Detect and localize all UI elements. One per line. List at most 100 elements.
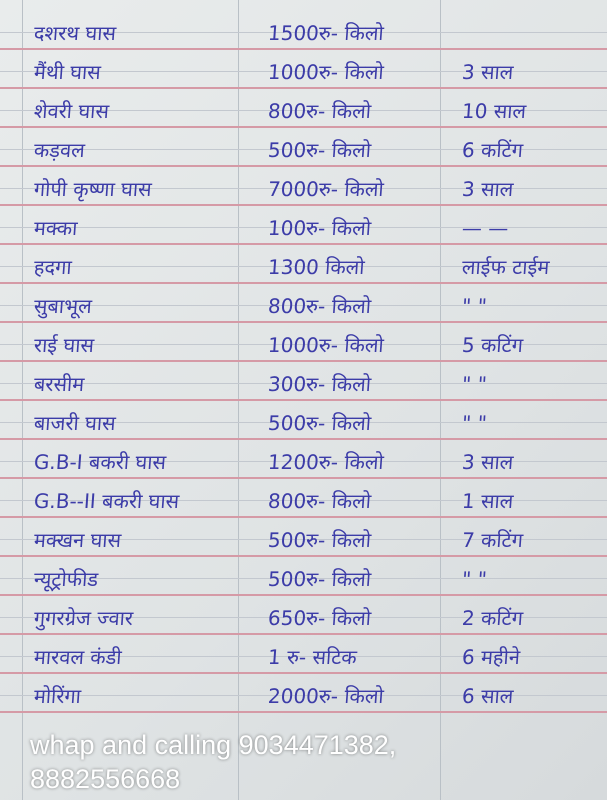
ruled-line — [0, 71, 607, 72]
duration-note: 1 साल — [461, 489, 515, 513]
list-row: कड़वल 500रु- किलो 6 कटिंग — [0, 131, 607, 167]
ruled-line — [0, 617, 607, 618]
ruled-line — [0, 422, 607, 423]
watermark-line-1: whap and calling 9034471382, — [30, 730, 397, 760]
ruled-line — [0, 633, 607, 635]
duration-note: लाईफ टाईम — [461, 255, 551, 279]
fodder-name: बाजरी घास — [33, 411, 117, 435]
ruled-line — [0, 48, 607, 50]
ruled-line — [0, 32, 607, 33]
ruled-line — [0, 656, 607, 657]
fodder-name: राई घास — [33, 333, 95, 357]
price: 100रु- किलो — [267, 216, 372, 240]
list-row: मक्का 100रु- किलो — — — [0, 209, 607, 245]
ruled-line — [0, 266, 607, 267]
list-row: मारवल कंडी 1 रु- सटिक 6 महीने — [0, 638, 607, 674]
price: 800रु- किलो — [267, 99, 372, 123]
fodder-name: मक्खन घास — [33, 528, 122, 552]
fodder-name: गुगरग्रेज ज्वार — [33, 606, 134, 630]
list-row: बरसीम 300रु- किलो " " — [0, 365, 607, 401]
list-row: मैंथी घास 1000रु- किलो 3 साल — [0, 53, 607, 89]
ruled-line — [0, 321, 607, 323]
ruled-line — [0, 188, 607, 189]
fodder-name: G.B-I बकरी घास — [33, 450, 167, 474]
list-row: G.B--II बकरी घास 800रु- किलो 1 साल — [0, 482, 607, 518]
duration-note: 7 कटिंग — [461, 528, 524, 552]
price: 2000रु- किलो — [267, 684, 385, 708]
ruled-line — [0, 500, 607, 501]
duration-note: " " — [461, 411, 488, 435]
ruled-line — [0, 594, 607, 596]
fodder-name: बरसीम — [33, 372, 86, 396]
fodder-name: G.B--II बकरी घास — [33, 489, 181, 513]
ruled-line — [0, 204, 607, 206]
duration-note: 3 साल — [461, 60, 515, 84]
contact-watermark: whap and calling 9034471382, 8882556668 — [30, 728, 396, 796]
ruled-line — [0, 165, 607, 167]
price: 1000रु- किलो — [267, 333, 385, 357]
ruled-line — [0, 243, 607, 245]
price: 800रु- किलो — [267, 489, 372, 513]
list-row: राई घास 1000रु- किलो 5 कटिंग — [0, 326, 607, 362]
duration-note: " " — [461, 567, 488, 591]
price: 1500रु- किलो — [267, 21, 385, 45]
ruled-line — [0, 282, 607, 284]
fodder-name: मक्का — [33, 216, 79, 240]
price: 500रु- किलो — [267, 528, 372, 552]
ruled-line — [0, 126, 607, 128]
ruled-line — [0, 399, 607, 401]
list-row: मक्खन घास 500रु- किलो 7 कटिंग — [0, 521, 607, 557]
price: 1300 किलो — [267, 255, 366, 279]
ruled-line — [0, 305, 607, 306]
list-row: G.B-I बकरी घास 1200रु- किलो 3 साल — [0, 443, 607, 479]
fodder-name: सुबाभूल — [33, 294, 93, 318]
ruled-line — [0, 110, 607, 111]
list-row: गुगरग्रेज ज्वार 650रु- किलो 2 कटिंग — [0, 599, 607, 635]
fodder-name: दशरथ घास — [33, 21, 117, 45]
list-row: शेवरी घास 800रु- किलो 10 साल — [0, 92, 607, 128]
list-row: हदगा 1300 किलो लाईफ टाईम — [0, 248, 607, 284]
fodder-name: मारवल कंडी — [33, 645, 123, 669]
list-row: न्यूट्रोफीड 500रु- किलो " " — [0, 560, 607, 596]
price: 1200रु- किलो — [267, 450, 385, 474]
price: 1 रु- सटिक — [267, 645, 358, 669]
price: 7000रु- किलो — [267, 177, 385, 201]
price: 300रु- किलो — [267, 372, 372, 396]
fodder-name: कड़वल — [33, 138, 86, 162]
ruled-line — [0, 344, 607, 345]
ruled-line — [0, 578, 607, 579]
ruled-line — [0, 555, 607, 557]
fodder-name: शेवरी घास — [33, 99, 110, 123]
list-row: दशरथ घास 1500रु- किलो — [0, 14, 607, 50]
fodder-name: हदगा — [33, 255, 73, 279]
duration-note: 6 साल — [461, 684, 515, 708]
fodder-name: मोरिंगा — [33, 684, 82, 708]
duration-note: 3 साल — [461, 177, 515, 201]
duration-note: — — — [461, 216, 510, 240]
price: 500रु- किलो — [267, 567, 372, 591]
ruled-line — [0, 383, 607, 384]
ruled-line — [0, 539, 607, 540]
duration-note: " " — [461, 294, 488, 318]
price: 500रु- किलो — [267, 411, 372, 435]
fodder-name: गोपी कृष्णा घास — [33, 177, 153, 201]
ruled-line — [0, 516, 607, 518]
duration-note: " " — [461, 372, 488, 396]
price: 1000रु- किलो — [267, 60, 385, 84]
fodder-name: मैंथी घास — [33, 60, 102, 84]
duration-note: 2 कटिंग — [461, 606, 524, 630]
ruled-line — [0, 227, 607, 228]
price: 800रु- किलो — [267, 294, 372, 318]
fodder-name: न्यूट्रोफीड — [33, 567, 99, 591]
price: 500रु- किलो — [267, 138, 372, 162]
price: 650रु- किलो — [267, 606, 372, 630]
duration-note: 6 कटिंग — [461, 138, 524, 162]
duration-note: 6 महीने — [461, 645, 521, 669]
ruled-line — [0, 360, 607, 362]
ruled-line — [0, 461, 607, 462]
ruled-line — [0, 438, 607, 440]
duration-note: 3 साल — [461, 450, 515, 474]
list-row: गोपी कृष्णा घास 7000रु- किलो 3 साल — [0, 170, 607, 206]
ruled-line — [0, 149, 607, 150]
watermark-line-2: 8882556668 — [30, 764, 181, 794]
